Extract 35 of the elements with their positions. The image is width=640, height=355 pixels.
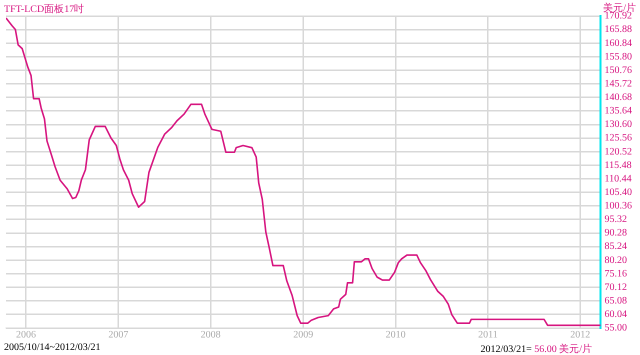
y-tick-label: 125.56 bbox=[604, 132, 632, 144]
text: 2012/03/21= bbox=[480, 344, 532, 355]
y-tick-label: 160.84 bbox=[604, 38, 632, 49]
y-tick-label: 85.24 bbox=[604, 241, 627, 252]
y-tick-label: 95.32 bbox=[604, 214, 627, 226]
x-tick-label: 2010 bbox=[386, 330, 406, 341]
x-tick-label: 2011 bbox=[478, 330, 498, 341]
x-tick-label: 2012 bbox=[570, 330, 590, 341]
y-tick-label: 155.80 bbox=[604, 51, 632, 62]
text: 56.00 美元/片 bbox=[533, 344, 592, 355]
y-tick-label: 90.28 bbox=[604, 228, 627, 239]
y-tick-label: 100.36 bbox=[604, 200, 632, 212]
y-tick-label: 170.92 bbox=[604, 10, 632, 22]
y-tick-label: 145.72 bbox=[604, 78, 632, 90]
x-tick-label: 2008 bbox=[200, 330, 221, 341]
y-tick-label: 135.64 bbox=[604, 106, 632, 117]
chart-title: TFT-LCD面板17吋 bbox=[4, 2, 84, 16]
y-tick-label: 65.08 bbox=[604, 295, 627, 306]
y-tick-label: 140.68 bbox=[604, 92, 632, 104]
x-tick-label: 2007 bbox=[108, 330, 128, 341]
y-tick-label: 105.40 bbox=[604, 186, 632, 198]
y-tick-label: 120.52 bbox=[604, 146, 632, 158]
y-tick-label: 165.88 bbox=[604, 24, 632, 36]
y-tick-label: 150.76 bbox=[604, 64, 632, 76]
x-tick-label: 2006 bbox=[16, 330, 36, 341]
y-tick-label: 130.60 bbox=[604, 119, 632, 130]
x-tick-label: 2009 bbox=[293, 330, 314, 341]
y-tick-label: 80.20 bbox=[604, 254, 627, 266]
y-tick-label: 75.16 bbox=[604, 268, 627, 280]
y-tick-label: 60.04 bbox=[604, 309, 627, 320]
y-tick-label: 70.12 bbox=[604, 282, 627, 293]
y-tick-label: 115.48 bbox=[604, 160, 632, 171]
text: 2005/10/14~2012/03/21 bbox=[4, 342, 101, 353]
y-tick-label: 110.44 bbox=[604, 173, 632, 184]
y-tick-label: 55.00 bbox=[604, 322, 627, 334]
